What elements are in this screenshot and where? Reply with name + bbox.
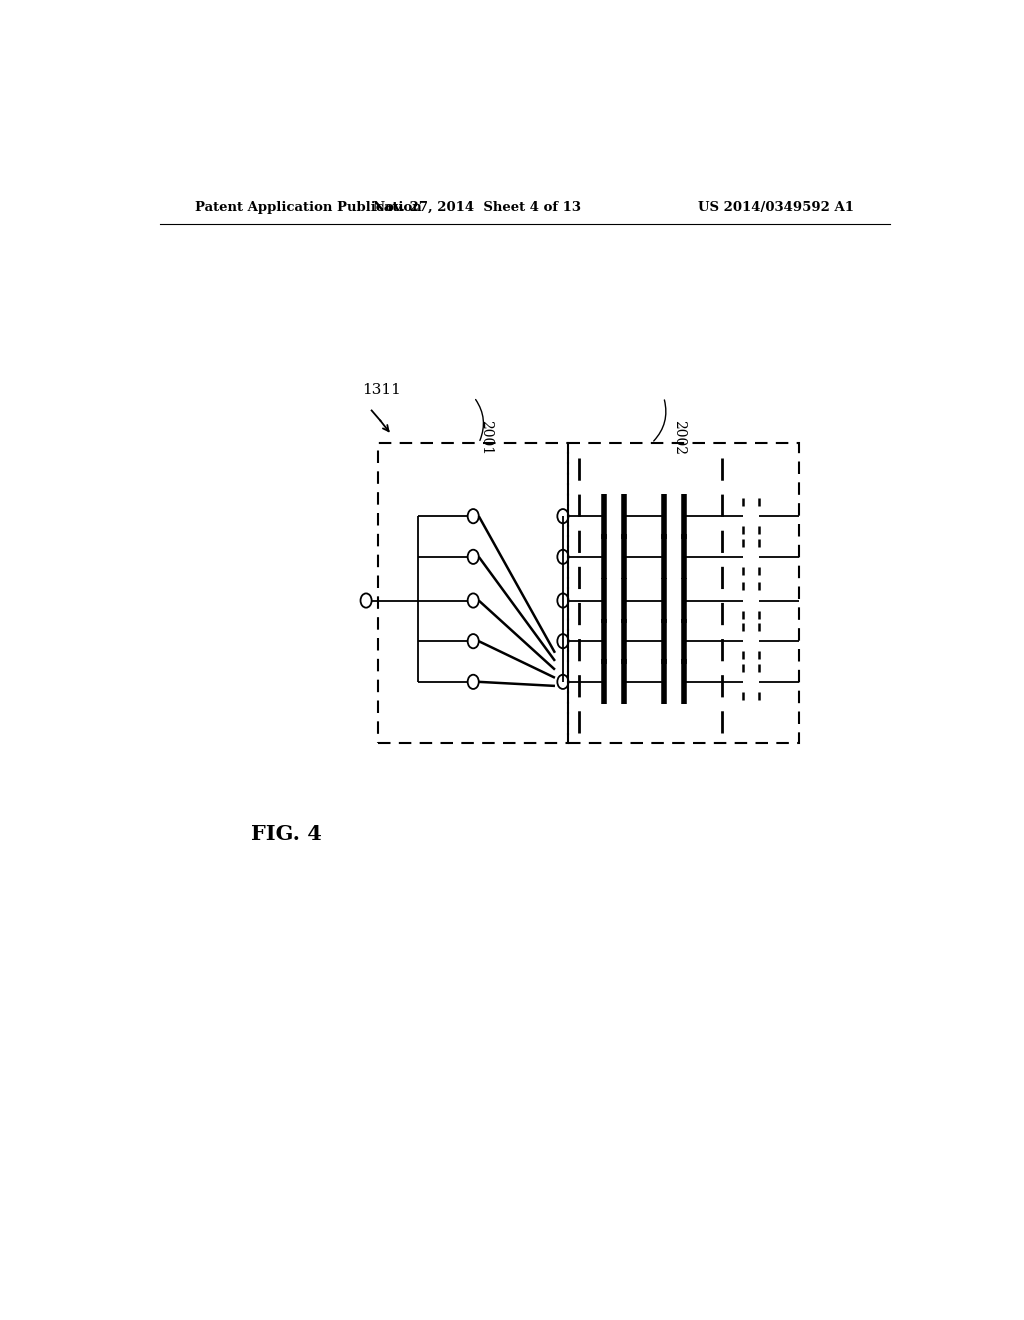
Text: Patent Application Publication: Patent Application Publication	[196, 201, 422, 214]
Text: FIG. 4: FIG. 4	[251, 824, 322, 845]
Text: US 2014/0349592 A1: US 2014/0349592 A1	[698, 201, 854, 214]
Text: 2001: 2001	[479, 420, 493, 455]
Text: Nov. 27, 2014  Sheet 4 of 13: Nov. 27, 2014 Sheet 4 of 13	[373, 201, 582, 214]
Text: 1311: 1311	[362, 383, 401, 397]
Text: 2002: 2002	[672, 420, 686, 455]
